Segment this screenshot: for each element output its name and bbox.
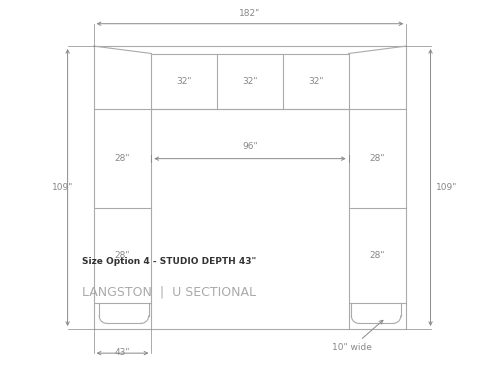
Text: 43": 43": [115, 348, 130, 357]
Text: 32": 32": [176, 77, 192, 86]
Text: 96": 96": [242, 142, 258, 151]
Text: 32": 32": [308, 77, 324, 86]
Text: Size Option 4 - STUDIO DEPTH 43": Size Option 4 - STUDIO DEPTH 43": [82, 258, 257, 267]
Text: 28": 28": [115, 154, 130, 163]
Text: 10" wide: 10" wide: [332, 320, 383, 352]
Text: 28": 28": [370, 154, 385, 163]
Text: 32": 32": [242, 77, 258, 86]
Text: 109": 109": [52, 183, 73, 192]
Text: 28": 28": [115, 251, 130, 260]
Text: 182": 182": [240, 9, 260, 18]
Text: 28": 28": [370, 251, 385, 260]
Text: 109": 109": [436, 183, 458, 192]
Text: LANGSTON  |  U SECTIONAL: LANGSTON | U SECTIONAL: [82, 285, 256, 298]
